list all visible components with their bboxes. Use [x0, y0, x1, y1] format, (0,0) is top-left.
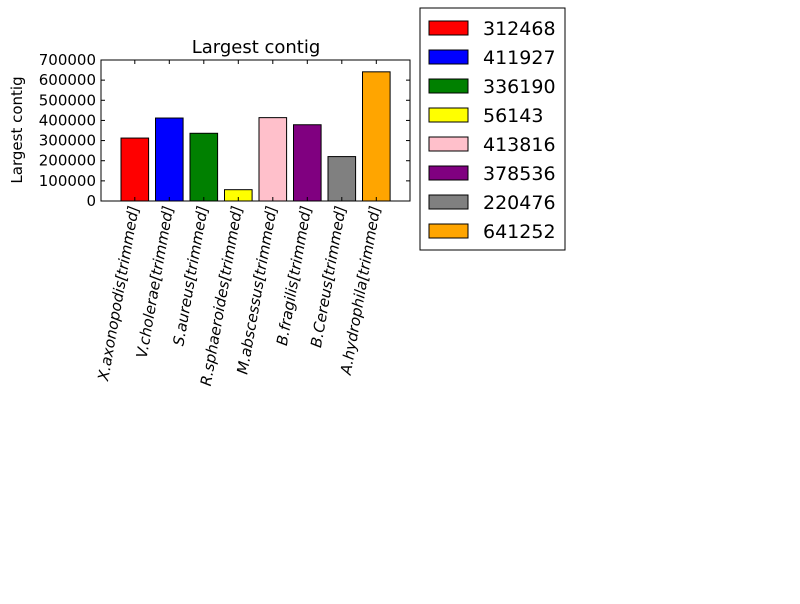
legend-label: 336190 [483, 76, 556, 98]
legend-label: 56143 [483, 105, 543, 127]
legend-box [419, 7, 566, 251]
y-tick-label: 0 [86, 192, 96, 210]
x-tick-label: B.fragilis[trimmed] [273, 204, 315, 347]
legend-label: 378536 [483, 163, 556, 185]
legend-label: 312468 [483, 18, 556, 40]
bars-layer [120, 71, 391, 202]
bar-1 [120, 137, 150, 202]
legend-label: 220476 [483, 192, 556, 214]
y-axis-label: Largest contig [8, 76, 26, 183]
y-tick-label: 400000 [39, 111, 96, 129]
y-tick-label: 700000 [39, 51, 96, 69]
legend-swatch [428, 107, 469, 123]
chart-title: Largest contig [192, 37, 321, 58]
y-tick-label: 300000 [39, 132, 96, 150]
bar-5 [258, 117, 288, 202]
legend-swatch [428, 194, 469, 210]
legend-swatch [428, 165, 469, 181]
bar-8 [362, 71, 391, 202]
x-tick-label: S.aureus[trimmed] [169, 204, 211, 347]
legend-swatch [428, 223, 469, 239]
axes-layer: X.axonopodis[trimmed]V.cholerae[trimmed]… [39, 51, 411, 387]
bar-6 [293, 124, 322, 202]
y-tick-label: 600000 [39, 71, 96, 89]
legend-swatch [428, 20, 469, 36]
bar-3 [189, 132, 219, 202]
bar-2 [155, 117, 184, 202]
y-tick-label: 200000 [39, 152, 96, 170]
legend-swatch [428, 136, 469, 152]
legend-swatch [428, 78, 469, 94]
legend: 312468 411927 336190 56143 413816 378536 22047… [419, 7, 566, 251]
legend-label: 411927 [483, 47, 556, 69]
plot-frame [100, 59, 411, 202]
y-tick-label: 500000 [39, 91, 96, 109]
legend-label: 641252 [483, 221, 556, 243]
x-tick-label: B.Cereus[trimmed] [307, 204, 350, 348]
bar-7 [327, 156, 357, 202]
legend-swatch [428, 49, 469, 65]
y-tick-label: 100000 [39, 172, 96, 190]
legend-label: 413816 [483, 134, 556, 156]
